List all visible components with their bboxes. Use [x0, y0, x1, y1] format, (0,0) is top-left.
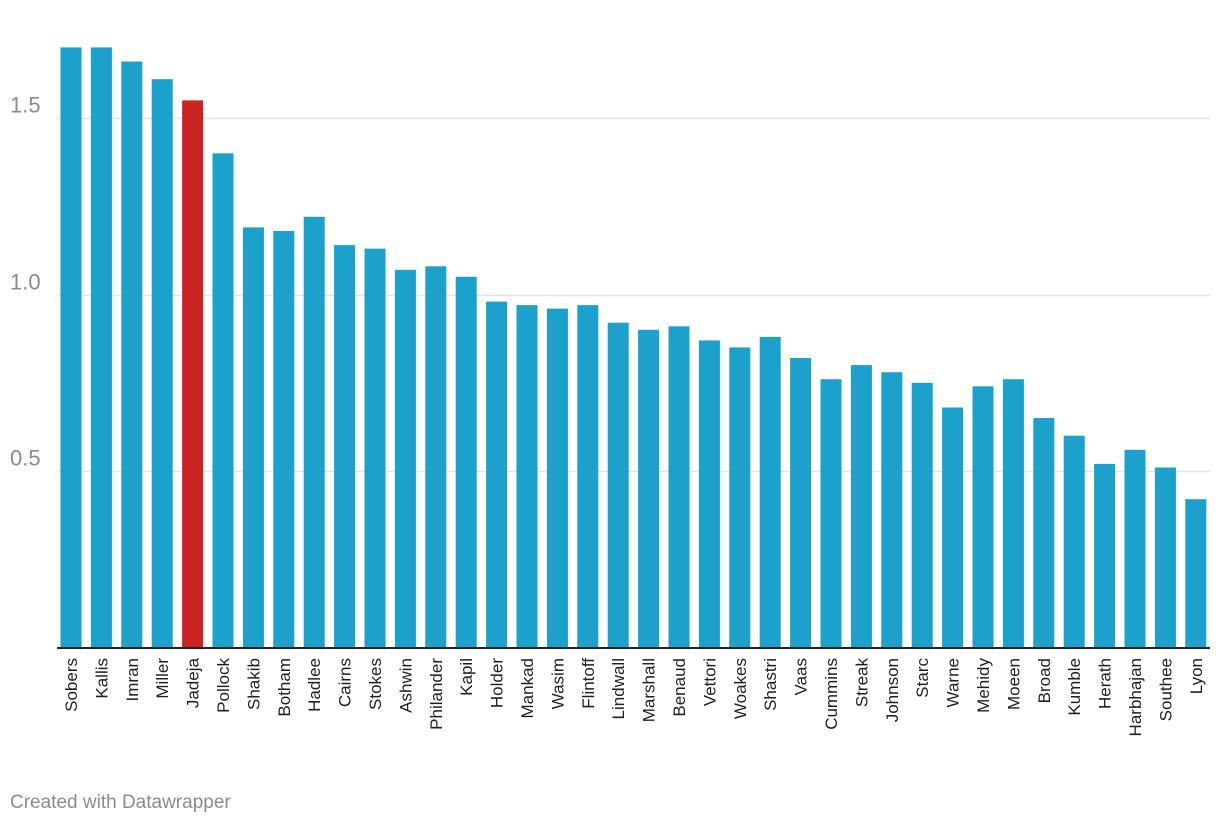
x-tick-label: Holder — [488, 658, 507, 708]
x-tick-label: Kumble — [1065, 658, 1084, 716]
x-tick-label: Miller — [153, 658, 172, 699]
x-tick-label: Vaas — [792, 658, 811, 696]
datawrapper-credit[interactable]: Created with Datawrapper — [10, 792, 231, 813]
x-tick-label: Vettori — [700, 658, 719, 706]
x-tick-label: Starc — [913, 658, 932, 698]
y-tick-label: 0.5 — [10, 446, 41, 471]
x-tick-label: Ashwin — [396, 658, 415, 713]
x-tick-label: Jadeja — [184, 657, 203, 708]
x-tick-label: Benaud — [670, 658, 689, 717]
bar-mankad[interactable] — [516, 305, 538, 648]
x-tick-label: Wasim — [548, 658, 567, 709]
bar-vaas[interactable] — [790, 358, 812, 648]
x-tick-label: Herath — [1096, 658, 1115, 709]
bar-herath[interactable] — [1094, 463, 1116, 648]
bar-lindwall[interactable] — [607, 322, 629, 648]
bar-shakib[interactable] — [242, 227, 264, 648]
bar-streak[interactable] — [850, 365, 872, 648]
bar-philander[interactable] — [425, 266, 447, 648]
bar-harbhajan[interactable] — [1124, 449, 1146, 648]
x-tick-label: Kapil — [457, 658, 476, 696]
x-tick-label: Marshall — [640, 658, 659, 722]
x-tick-label: Shakib — [244, 658, 263, 710]
x-tick-label: Philander — [427, 658, 446, 730]
bar-kumble[interactable] — [1063, 435, 1085, 648]
x-tick-label: Moeen — [1004, 658, 1023, 710]
bar-botham[interactable] — [273, 231, 295, 648]
x-tick-label: Pollock — [214, 658, 233, 713]
bar-lyon[interactable] — [1185, 499, 1207, 648]
bar-starc[interactable] — [911, 382, 933, 649]
x-tick-label: Streak — [852, 658, 871, 708]
bar-cairns[interactable] — [334, 245, 356, 648]
x-tick-label: Imran — [123, 658, 142, 701]
bar-broad[interactable] — [1033, 418, 1055, 648]
bar-ashwin[interactable] — [394, 269, 416, 648]
y-tick-label: 1.5 — [10, 93, 41, 118]
x-tick-label: Cummins — [822, 658, 841, 730]
bar-miller[interactable] — [151, 79, 173, 648]
x-tick-label: Southee — [1156, 658, 1175, 721]
x-tick-label: Sobers — [62, 658, 81, 712]
bar-kallis[interactable] — [90, 47, 112, 648]
bar-holder[interactable] — [486, 301, 508, 648]
bar-flintoff[interactable] — [577, 305, 599, 648]
x-tick-label: Stokes — [366, 658, 385, 710]
x-tick-label: Mankad — [518, 658, 537, 718]
bar-jadeja[interactable] — [182, 100, 204, 648]
bar-woakes[interactable] — [729, 347, 751, 648]
bar-imran[interactable] — [121, 61, 143, 649]
bar-hadlee[interactable] — [303, 216, 325, 649]
bar-vettori[interactable] — [698, 340, 720, 648]
x-tick-label: Broad — [1035, 658, 1054, 703]
y-tick-label: 1.0 — [10, 270, 41, 295]
bar-mehidy[interactable] — [972, 386, 994, 648]
x-tick-label: Lindwall — [609, 658, 628, 719]
bar-kapil[interactable] — [455, 276, 477, 648]
x-tick-label: Flintoff — [579, 658, 598, 709]
x-tick-label: Johnson — [883, 658, 902, 722]
x-tick-label: Woakes — [731, 658, 750, 719]
bar-johnson[interactable] — [881, 372, 903, 648]
x-tick-label: Lyon — [1187, 658, 1206, 694]
x-tick-label: Kallis — [92, 658, 111, 699]
bar-stokes[interactable] — [364, 248, 386, 648]
bar-moeen[interactable] — [1002, 379, 1024, 648]
bar-cummins[interactable] — [820, 379, 842, 648]
bar-benaud[interactable] — [668, 326, 690, 648]
bar-shastri[interactable] — [759, 336, 781, 648]
bar-warne[interactable] — [942, 407, 964, 649]
bar-marshall[interactable] — [638, 329, 660, 648]
x-tick-label: Mehidy — [974, 658, 993, 713]
x-tick-label: Cairns — [336, 658, 355, 707]
x-tick-label: Botham — [275, 658, 294, 717]
bar-sobers[interactable] — [60, 47, 82, 648]
x-tick-label: Hadlee — [305, 658, 324, 712]
bar-southee[interactable] — [1154, 467, 1176, 649]
x-tick-label: Shastri — [761, 658, 780, 711]
bar-wasim[interactable] — [546, 308, 568, 648]
x-tick-label: Warne — [944, 658, 963, 707]
x-tick-label: Harbhajan — [1126, 658, 1145, 736]
bar-pollock[interactable] — [212, 153, 234, 649]
